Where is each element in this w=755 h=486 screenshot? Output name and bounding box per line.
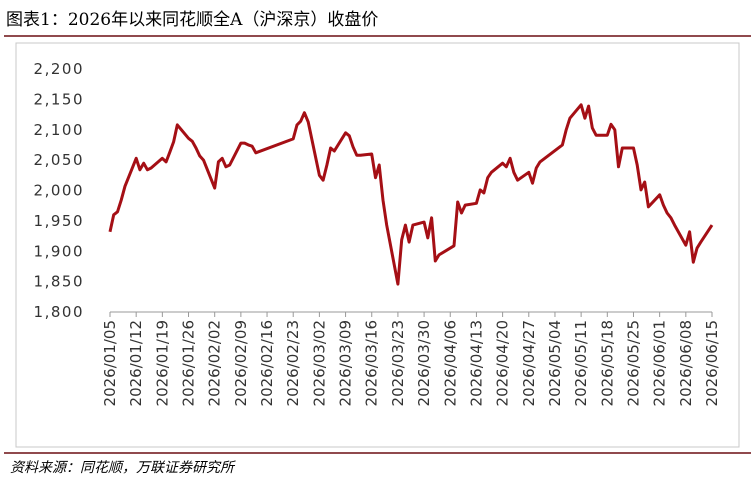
x-tick-label: 2026/02/02 [206,320,224,406]
x-tick-label: 2026/03/09 [337,320,355,406]
y-tick-label: 1,950 [34,212,84,230]
x-tick-label: 2026/01/26 [180,320,198,406]
y-tick-label: 2,100 [34,121,84,139]
x-tick-label: 2026/06/15 [703,320,721,406]
x-tick-label: 2026/06/08 [677,320,695,406]
chart-frame [15,42,740,448]
x-tick-label: 2026/05/25 [624,320,642,406]
x-tick-label: 2026/05/18 [598,320,616,406]
y-tick-label: 2,200 [34,60,84,78]
x-tick-label: 2026/01/12 [127,320,145,406]
price-line [108,103,714,286]
x-tick-label: 2026/04/06 [441,320,459,406]
x-tick-label: 2026/06/01 [651,320,669,406]
x-tick-label: 2026/01/05 [101,320,119,406]
x-tick-label: 2026/03/02 [310,320,328,406]
y-tick-label: 2,000 [34,182,84,200]
x-tick-label: 2026/02/16 [258,320,276,406]
y-tick-label: 2,150 [34,90,84,108]
x-tick-label: 2026/02/09 [232,320,250,406]
x-tick-label: 2026/05/11 [572,320,590,406]
x-tick-label: 2026/04/13 [467,320,485,406]
x-tick-label: 2026/05/04 [546,320,564,406]
y-tick-label: 1,900 [34,242,84,260]
chart-title: 图表1：2026年以来同花顺全A（沪深京）收盘价 [6,10,378,30]
y-tick-label: 1,800 [34,303,84,321]
x-tick-label: 2026/02/23 [284,320,302,406]
x-tick-label: 2026/04/27 [520,320,538,406]
y-tick-label: 2,050 [34,151,84,169]
source: 资料来源：同花顺，万联证券研究所 [10,460,236,476]
x-tick-label: 2026/04/20 [494,320,512,406]
x-tick-label: 2026/03/30 [415,320,433,406]
x-tick-label: 2026/03/16 [363,320,381,406]
y-tick-label: 1,850 [34,273,84,291]
x-tick-label: 2026/03/23 [389,320,407,406]
x-tick-label: 2026/01/19 [153,320,171,406]
